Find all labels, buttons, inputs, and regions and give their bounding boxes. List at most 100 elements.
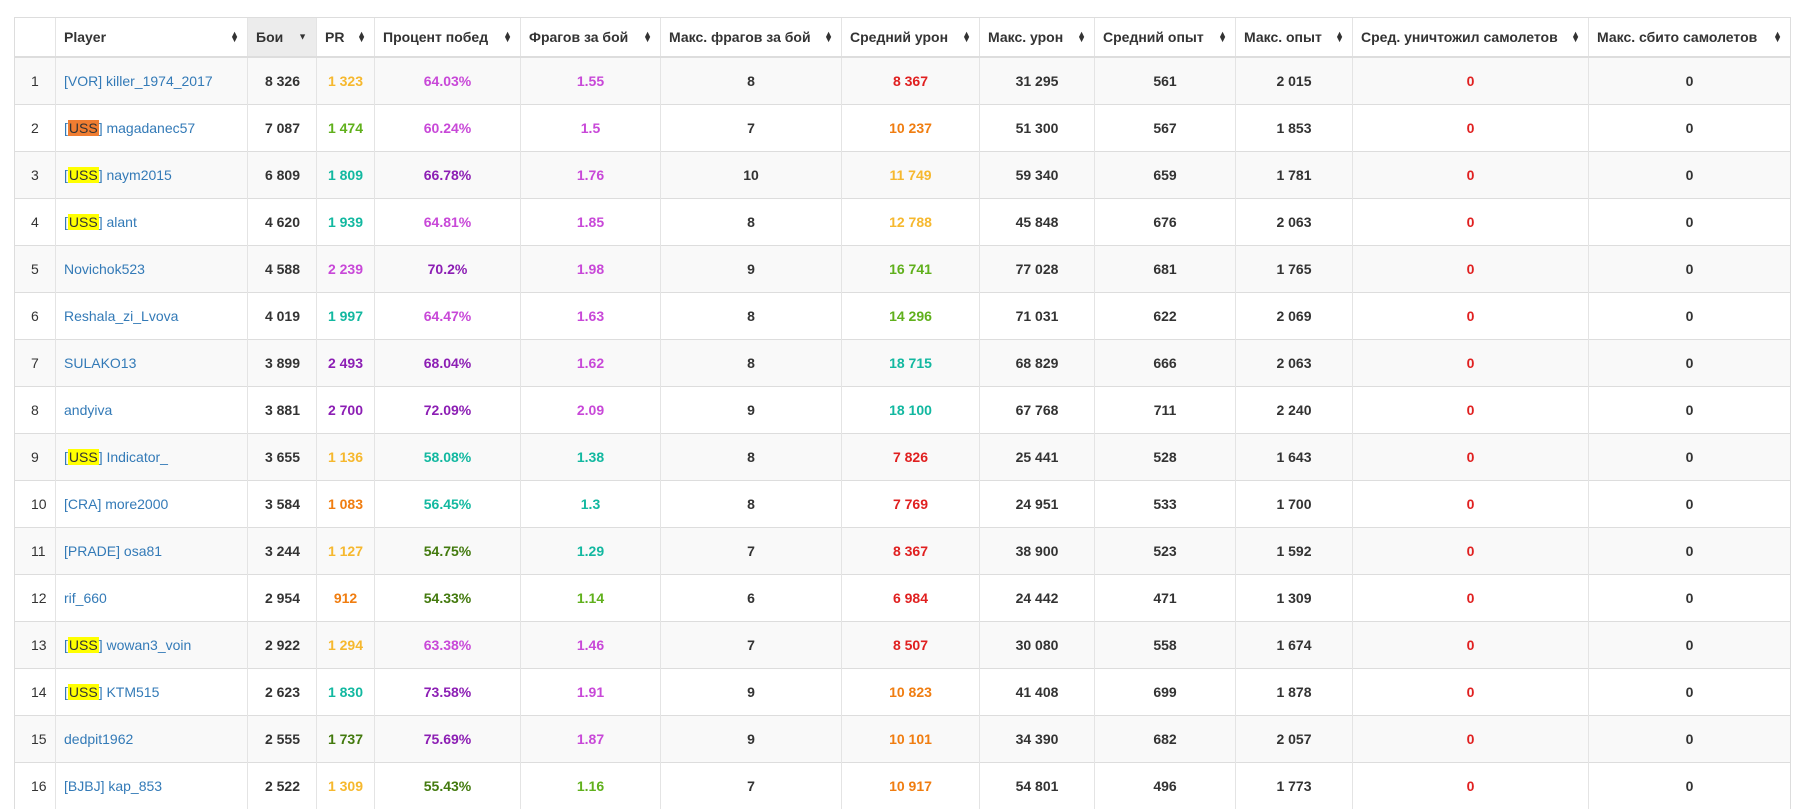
- header-avg-damage-label: Средний урон: [850, 29, 948, 45]
- header-max-frags[interactable]: Макс. фрагов за бой▲▼: [661, 18, 842, 58]
- player-link[interactable]: [USS] Indicator_: [64, 449, 168, 465]
- avg-planes-value: 0: [1353, 481, 1589, 528]
- clan-tag: BJBJ: [68, 778, 101, 794]
- max-damage-value: 51 300: [980, 105, 1095, 152]
- clan-tag: CRA: [68, 496, 98, 512]
- player-name: Novichok523: [64, 261, 145, 277]
- header-battles[interactable]: Бои▼: [248, 18, 317, 58]
- player-link[interactable]: SULAKO13: [64, 355, 136, 371]
- max-frags-value: 8: [661, 293, 842, 340]
- header-avg-exp[interactable]: Средний опыт▲▼: [1095, 18, 1236, 58]
- player-link[interactable]: Novichok523: [64, 261, 145, 277]
- player-link[interactable]: [USS] KTM515: [64, 684, 159, 700]
- header-winrate[interactable]: Процент побед▲▼: [375, 18, 521, 58]
- player-name: andyiva: [64, 402, 112, 418]
- max-planes-value: 0: [1589, 340, 1791, 387]
- max-planes-value: 0: [1589, 716, 1791, 763]
- max-damage-value: 77 028: [980, 246, 1095, 293]
- avg-exp-value: 659: [1095, 152, 1236, 199]
- player-name: more2000: [105, 496, 168, 512]
- frags-value: 2.09: [521, 387, 661, 434]
- header-avg-planes[interactable]: Сред. уничтожил самолетов▲▼: [1353, 18, 1589, 58]
- battles-value: 3 899: [248, 340, 317, 387]
- player-link[interactable]: [USS] magadanec57: [64, 120, 195, 136]
- max-damage-value: 41 408: [980, 669, 1095, 716]
- avg-damage-value: 8 507: [842, 622, 980, 669]
- sort-descending-icon: ▼: [298, 28, 307, 47]
- player-link[interactable]: [USS] wowan3_voin: [64, 637, 191, 653]
- pr-value: 1 809: [317, 152, 375, 199]
- winrate-value: 64.81%: [375, 199, 521, 246]
- player-link[interactable]: [VOR] killer_1974_2017: [64, 73, 213, 89]
- max-damage-value: 24 951: [980, 481, 1095, 528]
- row-number: 14: [15, 669, 56, 716]
- player-link[interactable]: [USS] naym2015: [64, 167, 172, 183]
- avg-planes-value: 0: [1353, 199, 1589, 246]
- winrate-value: 54.75%: [375, 528, 521, 575]
- header-max-exp-label: Макс. опыт: [1244, 29, 1322, 45]
- max-exp-value: 2 063: [1236, 340, 1353, 387]
- winrate-value: 63.38%: [375, 622, 521, 669]
- max-exp-value: 1 309: [1236, 575, 1353, 622]
- clan-tag: USS: [68, 637, 99, 653]
- max-planes-value: 0: [1589, 528, 1791, 575]
- winrate-value: 68.04%: [375, 340, 521, 387]
- battles-value: 3 881: [248, 387, 317, 434]
- avg-planes-value: 0: [1353, 293, 1589, 340]
- battles-value: 4 620: [248, 199, 317, 246]
- frags-value: 1.14: [521, 575, 661, 622]
- avg-planes-value: 0: [1353, 622, 1589, 669]
- avg-damage-value: 12 788: [842, 199, 980, 246]
- max-exp-value: 1 592: [1236, 528, 1353, 575]
- clan-tag: USS: [68, 214, 99, 230]
- max-exp-value: 2 069: [1236, 293, 1353, 340]
- player-name: osa81: [124, 543, 162, 559]
- header-avg-damage[interactable]: Средний урон▲▼: [842, 18, 980, 58]
- pr-value: 2 700: [317, 387, 375, 434]
- sort-icon: ▲▼: [1077, 32, 1086, 42]
- pr-value: 1 737: [317, 716, 375, 763]
- header-max-planes[interactable]: Макс. сбито самолетов▲▼: [1589, 18, 1791, 58]
- max-frags-value: 10: [661, 152, 842, 199]
- player-link[interactable]: andyiva: [64, 402, 112, 418]
- max-exp-value: 2 015: [1236, 57, 1353, 105]
- header-avg-exp-label: Средний опыт: [1103, 29, 1204, 45]
- player-link[interactable]: dedpit1962: [64, 731, 133, 747]
- frags-value: 1.55: [521, 57, 661, 105]
- avg-exp-value: 471: [1095, 575, 1236, 622]
- avg-planes-value: 0: [1353, 57, 1589, 105]
- player-link[interactable]: [CRA] more2000: [64, 496, 168, 512]
- max-exp-value: 1 773: [1236, 763, 1353, 809]
- avg-exp-value: 496: [1095, 763, 1236, 809]
- avg-damage-value: 10 917: [842, 763, 980, 809]
- avg-damage-value: 7 769: [842, 481, 980, 528]
- player-link[interactable]: Reshala_zi_Lvova: [64, 308, 178, 324]
- player-link[interactable]: [PRADE] osa81: [64, 543, 162, 559]
- frags-value: 1.46: [521, 622, 661, 669]
- avg-exp-value: 528: [1095, 434, 1236, 481]
- winrate-value: 55.43%: [375, 763, 521, 809]
- player-link[interactable]: rif_660: [64, 590, 107, 606]
- header-max-damage[interactable]: Макс. урон▲▼: [980, 18, 1095, 58]
- battles-value: 4 588: [248, 246, 317, 293]
- max-exp-value: 2 063: [1236, 199, 1353, 246]
- max-planes-value: 0: [1589, 152, 1791, 199]
- pr-value: 1 939: [317, 199, 375, 246]
- player-link[interactable]: [BJBJ] kap_853: [64, 778, 162, 794]
- header-max-exp[interactable]: Макс. опыт▲▼: [1236, 18, 1353, 58]
- header-frags[interactable]: Фрагов за бой▲▼: [521, 18, 661, 58]
- row-number: 5: [15, 246, 56, 293]
- player-link[interactable]: [USS] alant: [64, 214, 137, 230]
- header-winrate-label: Процент побед: [383, 29, 488, 45]
- header-player[interactable]: Player▲▼: [56, 18, 248, 58]
- max-damage-value: 31 295: [980, 57, 1095, 105]
- max-planes-value: 0: [1589, 481, 1791, 528]
- row-number: 1: [15, 57, 56, 105]
- header-pr[interactable]: PR▲▼: [317, 18, 375, 58]
- max-damage-value: 45 848: [980, 199, 1095, 246]
- sort-icon: ▲▼: [230, 32, 239, 42]
